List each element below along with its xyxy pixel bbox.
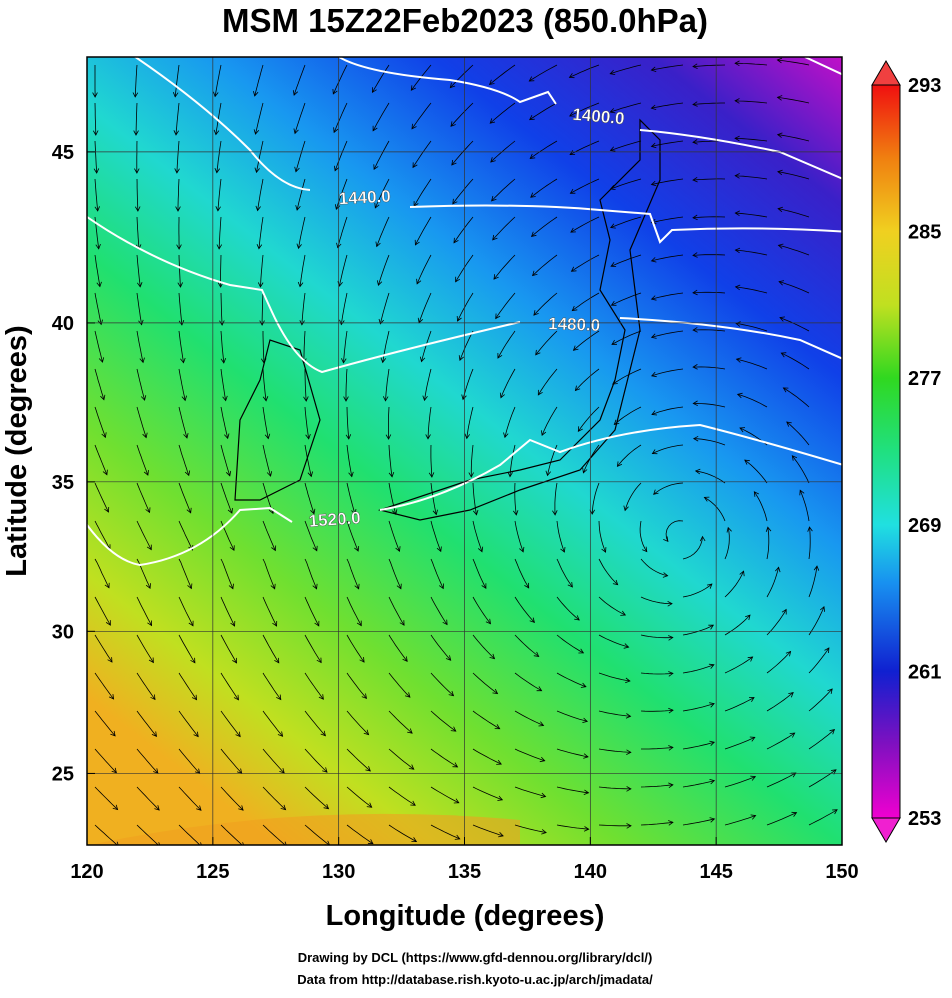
colorbar-tick-label: 285 <box>908 222 941 244</box>
x-tick-label: 125 <box>196 861 229 883</box>
y-tick-label: 45 <box>52 142 74 164</box>
y-tick-label: 30 <box>52 621 74 643</box>
x-tick-label: 120 <box>70 861 103 883</box>
y-axis-label: Latitude (degrees) <box>1 325 33 576</box>
contour-label: 1480.0 <box>548 314 601 335</box>
x-tick-label: 135 <box>448 861 481 883</box>
colorbar-tick-label: 269 <box>908 515 941 537</box>
credit: Drawing by DCL (https://www.gfd-dennou.o… <box>298 950 653 965</box>
colorbar-extend-high <box>872 61 900 85</box>
y-tick-label: 40 <box>52 313 74 335</box>
y-tick-label: 25 <box>52 763 74 785</box>
colorbar-tick-label: 293 <box>908 75 941 97</box>
x-tick-label: 150 <box>825 861 858 883</box>
credit: Data from http://database.rish.kyoto-u.a… <box>297 972 653 987</box>
x-axis-label: Longitude (degrees) <box>326 900 605 932</box>
y-tick-label: 35 <box>52 472 74 494</box>
colorbar <box>872 85 900 818</box>
title: MSM 15Z22Feb2023 (850.0hPa) <box>222 2 708 39</box>
colorbar-tick-label: 261 <box>908 661 941 683</box>
contour-label: 1520.0 <box>308 508 361 531</box>
x-tick-label: 140 <box>574 861 607 883</box>
colorbar-tick-label: 277 <box>908 368 941 390</box>
x-tick-label: 145 <box>699 861 732 883</box>
x-tick-label: 130 <box>322 861 355 883</box>
colorbar-extend-low <box>872 818 900 842</box>
contour-label: 1440.0 <box>338 187 391 209</box>
colorbar-tick-label: 253 <box>908 808 941 830</box>
